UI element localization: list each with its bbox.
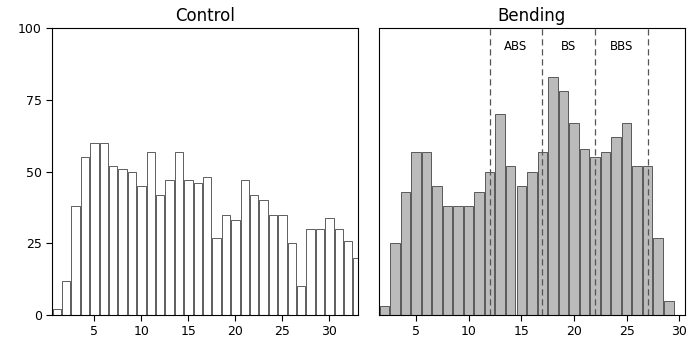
Bar	[147, 152, 155, 315]
Bar	[259, 200, 268, 315]
Bar	[165, 180, 174, 315]
Bar	[569, 123, 579, 315]
Title: Control: Control	[175, 7, 235, 25]
Bar	[175, 152, 183, 315]
Bar	[137, 186, 146, 315]
Bar	[653, 238, 663, 315]
Bar	[250, 195, 259, 315]
Bar	[363, 272, 371, 315]
Bar	[222, 215, 230, 315]
Bar	[344, 240, 352, 315]
Bar	[475, 192, 484, 315]
Bar	[548, 77, 557, 315]
Bar	[443, 206, 452, 315]
Bar	[485, 172, 494, 315]
Bar	[373, 301, 381, 315]
Bar	[316, 229, 325, 315]
Bar	[156, 195, 165, 315]
Bar	[231, 221, 240, 315]
Bar	[400, 192, 410, 315]
Bar	[213, 238, 221, 315]
Bar	[99, 143, 108, 315]
Bar	[411, 152, 420, 315]
Bar	[72, 206, 80, 315]
Bar	[643, 166, 653, 315]
Bar	[464, 206, 473, 315]
Bar	[354, 258, 362, 315]
Bar	[194, 183, 202, 315]
Bar	[81, 157, 89, 315]
Bar	[90, 143, 99, 315]
Bar	[203, 177, 211, 315]
Bar	[580, 149, 589, 315]
Bar	[664, 301, 673, 315]
Bar	[325, 218, 334, 315]
Bar	[516, 186, 526, 315]
Bar	[62, 281, 70, 315]
Bar	[538, 152, 547, 315]
Text: BS: BS	[561, 40, 576, 53]
Bar	[278, 215, 286, 315]
Bar	[590, 157, 600, 315]
Bar	[109, 166, 117, 315]
Bar	[422, 152, 431, 315]
Bar	[288, 244, 296, 315]
Bar	[118, 169, 127, 315]
Bar	[53, 309, 61, 315]
Bar	[306, 229, 315, 315]
Bar	[379, 307, 389, 315]
Bar	[269, 215, 277, 315]
Text: BBS: BBS	[610, 40, 633, 53]
Bar	[559, 91, 568, 315]
Bar	[297, 286, 306, 315]
Bar	[632, 166, 642, 315]
Bar	[600, 152, 610, 315]
Bar	[334, 229, 343, 315]
Bar	[240, 180, 249, 315]
Bar	[612, 137, 621, 315]
Bar	[527, 172, 537, 315]
Text: ABS: ABS	[505, 40, 528, 53]
Bar	[506, 166, 516, 315]
Bar	[622, 123, 631, 315]
Bar	[453, 206, 463, 315]
Bar	[128, 172, 136, 315]
Bar	[496, 114, 505, 315]
Bar	[432, 186, 442, 315]
Bar	[184, 180, 193, 315]
Title: Bending: Bending	[498, 7, 566, 25]
Bar	[390, 244, 400, 315]
